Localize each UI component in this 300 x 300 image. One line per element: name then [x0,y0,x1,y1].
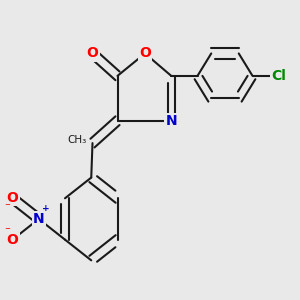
Text: O: O [7,233,18,247]
Text: N: N [165,114,177,128]
Text: O: O [87,46,98,60]
Text: ⁻: ⁻ [4,202,10,212]
Text: O: O [139,46,151,60]
Text: CH₃: CH₃ [67,135,86,145]
Text: ⁻: ⁻ [4,226,10,236]
Text: +: + [42,204,50,213]
Text: Cl: Cl [271,69,286,83]
Text: O: O [7,191,18,205]
Text: N: N [33,212,45,226]
